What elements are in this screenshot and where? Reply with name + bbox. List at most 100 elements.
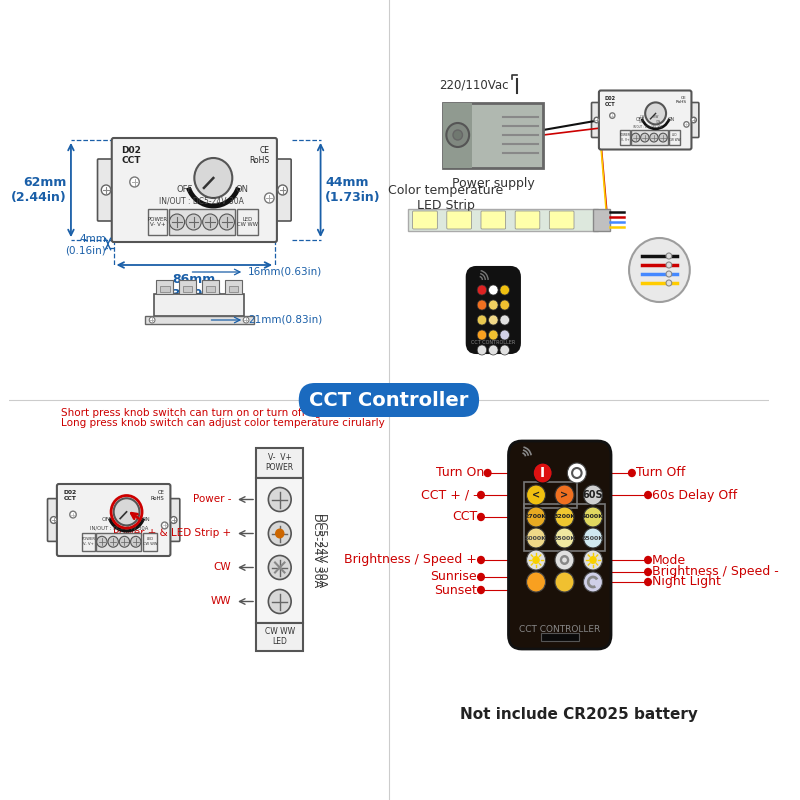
FancyBboxPatch shape	[166, 498, 180, 542]
Circle shape	[70, 511, 76, 518]
Text: POWER
V- V+: POWER V- V+	[82, 538, 95, 546]
Circle shape	[243, 317, 249, 323]
Circle shape	[478, 491, 484, 498]
Text: 4000K: 4000K	[582, 514, 604, 519]
FancyBboxPatch shape	[298, 383, 479, 417]
Circle shape	[583, 550, 602, 570]
Text: IN/OUT : DC5-24V 30A: IN/OUT : DC5-24V 30A	[159, 197, 244, 206]
Text: Power + & LED Strip +: Power + & LED Strip +	[114, 529, 231, 538]
Circle shape	[555, 550, 574, 570]
Text: ON: ON	[235, 185, 248, 194]
Text: OFF: OFF	[635, 117, 645, 122]
Circle shape	[666, 271, 672, 277]
Circle shape	[478, 586, 484, 594]
Text: POWER
V- V+: POWER V- V+	[147, 217, 167, 227]
Text: Mode: Mode	[652, 554, 686, 566]
Text: 62mm
(2.44in): 62mm (2.44in)	[10, 176, 66, 204]
Circle shape	[526, 528, 546, 548]
Circle shape	[500, 285, 510, 295]
Circle shape	[150, 317, 155, 323]
Circle shape	[533, 463, 552, 483]
FancyBboxPatch shape	[156, 280, 174, 294]
Circle shape	[114, 498, 139, 526]
Circle shape	[526, 572, 546, 592]
Circle shape	[108, 536, 118, 547]
Circle shape	[130, 177, 139, 187]
Circle shape	[50, 517, 57, 523]
Circle shape	[477, 330, 486, 340]
FancyBboxPatch shape	[447, 211, 471, 229]
Circle shape	[219, 214, 234, 230]
Text: Short press knob switch can turn on or turn off light: Short press knob switch can turn on or t…	[62, 408, 333, 418]
FancyBboxPatch shape	[443, 102, 543, 167]
Circle shape	[489, 285, 498, 295]
Circle shape	[645, 569, 651, 575]
Text: POWER
V- V+: POWER V- V+	[619, 134, 630, 142]
Text: Long press knob switch can adjust color temperature cirularly: Long press knob switch can adjust color …	[62, 418, 386, 428]
Circle shape	[555, 572, 574, 592]
Text: CE
RoHS: CE RoHS	[151, 490, 165, 501]
Circle shape	[477, 300, 486, 310]
Text: D02
CCT: D02 CCT	[605, 96, 616, 106]
Text: D02
CCT: D02 CCT	[64, 490, 78, 501]
Circle shape	[202, 214, 218, 230]
Text: Power supply: Power supply	[452, 178, 534, 190]
FancyBboxPatch shape	[57, 484, 170, 556]
Circle shape	[629, 238, 690, 302]
Text: Sunset: Sunset	[434, 583, 477, 597]
FancyBboxPatch shape	[98, 159, 117, 221]
Text: DC5-24V 30A: DC5-24V 30A	[317, 513, 326, 587]
Text: CE
RoHS: CE RoHS	[675, 96, 686, 104]
FancyBboxPatch shape	[481, 211, 506, 229]
FancyBboxPatch shape	[225, 280, 242, 294]
FancyBboxPatch shape	[183, 286, 193, 292]
Text: 2700K: 2700K	[525, 514, 547, 519]
Text: IN/OUT : DC5-24V 30A: IN/OUT : DC5-24V 30A	[90, 526, 148, 530]
FancyBboxPatch shape	[256, 447, 303, 478]
Circle shape	[275, 529, 285, 538]
FancyBboxPatch shape	[620, 130, 630, 145]
Circle shape	[645, 102, 666, 124]
Text: CCT: CCT	[452, 510, 477, 523]
Circle shape	[555, 507, 574, 527]
FancyBboxPatch shape	[515, 211, 540, 229]
Circle shape	[453, 130, 462, 140]
FancyBboxPatch shape	[593, 209, 610, 231]
Circle shape	[268, 522, 291, 546]
Text: CW WW
LED: CW WW LED	[265, 627, 295, 646]
Text: Brightness / Speed +: Brightness / Speed +	[344, 554, 477, 566]
Circle shape	[641, 134, 649, 142]
Circle shape	[489, 345, 498, 355]
Text: 6500K: 6500K	[582, 535, 604, 541]
Circle shape	[265, 193, 274, 203]
Circle shape	[119, 536, 130, 547]
Circle shape	[484, 470, 491, 477]
FancyBboxPatch shape	[272, 159, 291, 221]
Circle shape	[477, 315, 486, 325]
FancyBboxPatch shape	[160, 286, 170, 292]
Circle shape	[666, 262, 672, 268]
Text: CW          WW
OFF              ON: CW WW OFF ON	[638, 115, 660, 124]
Text: V-  V+
POWER: V- V+ POWER	[266, 453, 294, 472]
Circle shape	[532, 556, 540, 564]
Circle shape	[500, 300, 510, 310]
Text: IN/OUT : DC5-24V 30A: IN/OUT : DC5-24V 30A	[634, 126, 662, 130]
Circle shape	[446, 123, 469, 147]
Text: CW: CW	[214, 562, 231, 573]
Circle shape	[186, 214, 202, 230]
Text: Color temperature
LED Strip: Color temperature LED Strip	[388, 184, 503, 212]
Text: CCT Controller: CCT Controller	[310, 390, 469, 410]
Circle shape	[659, 134, 667, 142]
Text: Sunrise: Sunrise	[430, 570, 477, 583]
Text: 60s Delay Off: 60s Delay Off	[652, 489, 737, 502]
Text: CE
RoHS: CE RoHS	[249, 146, 270, 166]
Circle shape	[130, 536, 141, 547]
Circle shape	[102, 185, 111, 195]
Circle shape	[170, 214, 185, 230]
FancyBboxPatch shape	[466, 267, 520, 353]
FancyBboxPatch shape	[96, 533, 142, 550]
FancyBboxPatch shape	[47, 498, 61, 542]
Circle shape	[478, 514, 484, 521]
Circle shape	[666, 253, 672, 259]
Circle shape	[278, 185, 287, 195]
